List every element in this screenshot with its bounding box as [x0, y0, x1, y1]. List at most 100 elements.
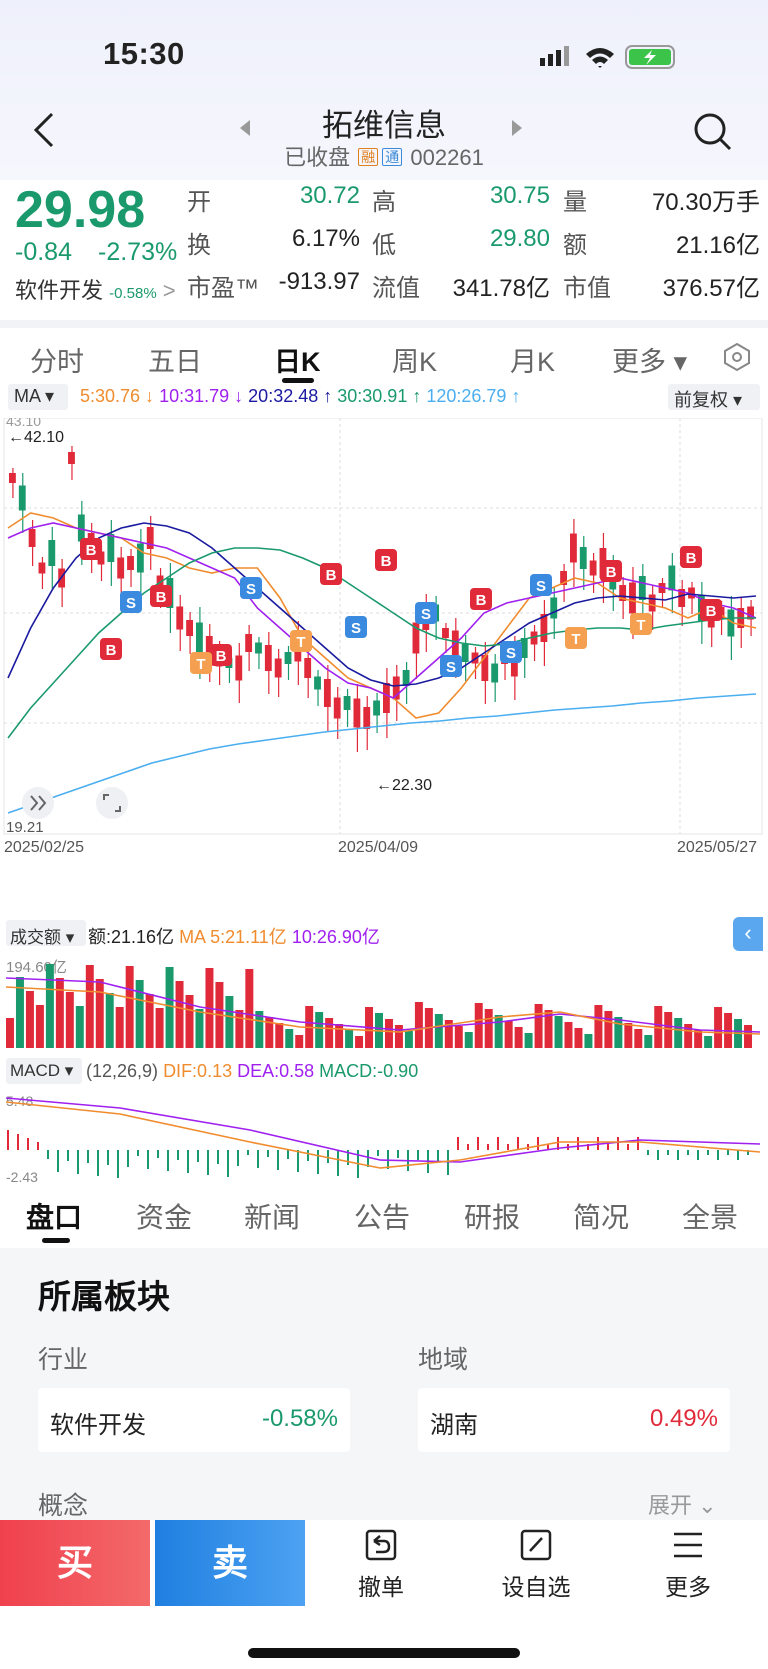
volume-bar [145, 994, 154, 1048]
sell-button[interactable]: 卖 [155, 1520, 305, 1606]
industry-card[interactable]: 软件开发 -0.58% [38, 1388, 350, 1452]
trade-marker-label: B [381, 553, 392, 570]
tab-handicap[interactable]: 盘口 [26, 1202, 83, 1233]
volume-bar [15, 977, 24, 1048]
volume-bar [564, 1022, 573, 1048]
trade-marker [600, 560, 622, 582]
volume-bar [434, 1014, 443, 1048]
tab-profile[interactable]: 简况 [573, 1202, 630, 1233]
candle-body [323, 679, 331, 707]
volume-bar [404, 1031, 413, 1048]
candle-body [274, 658, 282, 678]
trade-marker [700, 599, 722, 621]
adjust-selector[interactable]: 前复权 ▾ [668, 384, 760, 410]
region-card[interactable]: 湖南 0.49% [418, 1388, 730, 1452]
tab-five-day[interactable]: 五日 [148, 347, 202, 377]
volume-bar [714, 1007, 723, 1048]
volume-bar [484, 1009, 493, 1048]
candle-body [18, 485, 26, 511]
bottom-tab-indicator [42, 1238, 70, 1243]
tab-monthly-k[interactable]: 月K [510, 347, 556, 377]
next-stock-icon[interactable] [510, 118, 524, 138]
trade-marker-label: S [506, 645, 516, 662]
expand-button[interactable]: 展开 ⌄ [648, 1493, 717, 1518]
trade-marker-label: T [636, 617, 645, 634]
volume-bar [345, 1030, 354, 1048]
kline-chart[interactable]: BSBSTBSBSSBSSTBTBBTBB43.10←42.10←22.3019… [0, 418, 768, 918]
candle-body [127, 556, 134, 570]
chart-tabs: 分时 五日 日K 周K 月K 更多 ▾ [0, 320, 768, 383]
volume-bar [75, 1006, 84, 1048]
tab-announcements[interactable]: 公告 [354, 1202, 411, 1233]
prev-stock-icon[interactable] [238, 118, 252, 138]
volume-chart[interactable]: 194.60亿 [0, 952, 768, 1050]
sector-link[interactable]: 软件开发 -0.58% > [15, 273, 176, 305]
candle-body [136, 543, 144, 573]
volume-bar [65, 992, 74, 1048]
back-icon[interactable] [32, 112, 56, 148]
volume-bar [255, 1011, 264, 1048]
trade-marker-label: B [156, 589, 167, 606]
trade-marker [565, 627, 587, 649]
candle-body [68, 452, 75, 464]
add-watchlist-button[interactable]: 设自选 [496, 1528, 576, 1602]
volume-bar [684, 1024, 693, 1048]
volume-bar [275, 1023, 284, 1048]
candle-body [186, 620, 193, 636]
macd-selector[interactable]: MACD ▾ [6, 1058, 82, 1084]
buy-button[interactable]: 买 [0, 1520, 150, 1606]
tab-funds[interactable]: 资金 [136, 1202, 193, 1233]
trade-marker-label: B [686, 550, 697, 567]
macd-axis-bottom: -2.43 [6, 1169, 38, 1185]
tab-intraday[interactable]: 分时 [30, 347, 84, 377]
more-button[interactable]: 更多 [652, 1528, 724, 1602]
volume-bar [744, 1025, 752, 1048]
macd-params: (12,26,9) [86, 1061, 159, 1081]
trade-marker [100, 638, 122, 660]
candle-body [38, 562, 46, 574]
quote-value: 29.80 [489, 225, 550, 252]
volume-bar [335, 1024, 344, 1048]
fullscreen-glyph [103, 794, 121, 812]
tab-weekly-k[interactable]: 周K [392, 347, 438, 377]
ma-selector[interactable]: MA ▾ [8, 384, 68, 410]
industry-name: 软件开发 [50, 1412, 146, 1439]
action-bar: 买 卖 撤单 设自选 更多 [0, 1520, 768, 1610]
y-axis-bottom-label: 19.21 [6, 819, 44, 836]
tab-news[interactable]: 新闻 [244, 1202, 301, 1233]
cancel-order-button[interactable]: 撤单 [345, 1528, 417, 1602]
candle-body [314, 676, 321, 690]
settings-hex-icon[interactable] [722, 342, 752, 372]
volume-bar [544, 1010, 553, 1048]
volume-bar [185, 995, 194, 1048]
candle-body [668, 565, 676, 591]
quote-label: 市盈™ [187, 275, 259, 302]
candle-body [560, 571, 567, 585]
candle-body [196, 622, 203, 654]
volume-bar [494, 1015, 503, 1048]
volume-bar [704, 1036, 713, 1048]
tab-more[interactable]: 更多 ▾ [612, 347, 688, 377]
volume-selector[interactable]: 成交额 ▾ [6, 920, 86, 947]
volume-bar [25, 991, 34, 1048]
wifi-icon [586, 48, 614, 68]
volume-bar [554, 1016, 563, 1048]
volume-bar [414, 1002, 423, 1048]
price-change-pct: -2.73% [98, 238, 178, 266]
collapse-panel-button[interactable]: ‹ [733, 917, 763, 951]
candle-body [530, 631, 538, 645]
tab-research[interactable]: 研报 [464, 1202, 521, 1233]
trade-marker [470, 588, 492, 610]
tab-active-indicator [282, 378, 314, 383]
candle-body [412, 622, 420, 654]
volume-ma5-line [5, 986, 761, 1035]
candle-body [491, 663, 499, 683]
trade-marker-label: S [536, 578, 546, 595]
candle-body [107, 534, 115, 562]
tab-daily-k[interactable]: 日K [274, 347, 321, 377]
volume-bar [325, 1018, 334, 1048]
search-icon[interactable] [693, 112, 733, 152]
tab-overview[interactable]: 全景 [682, 1202, 739, 1233]
macd-chart[interactable]: 5.48 -2.43 [0, 1090, 768, 1186]
candle-body [383, 683, 390, 713]
